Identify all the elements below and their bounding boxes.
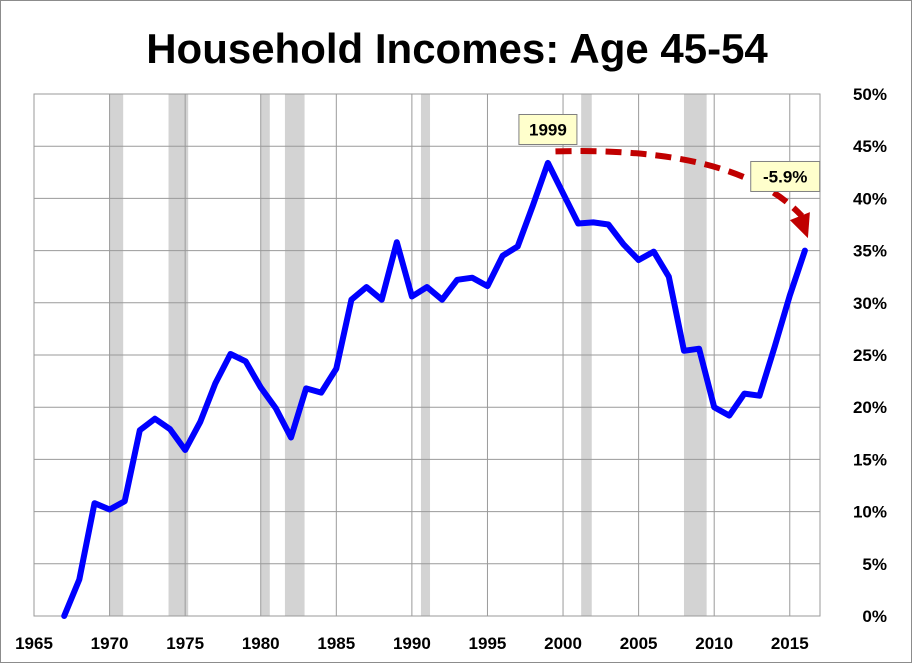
x-tick-label: 1965 [15,634,53,653]
y-tick-label: 15% [853,450,887,469]
y-tick-label: 25% [853,346,887,365]
x-tick-label: 1990 [393,634,431,653]
x-tick-label: 1980 [242,634,280,653]
callout-label: 1999 [529,120,567,139]
x-tick-label: 1985 [317,634,355,653]
trend-arrow-line [555,148,805,219]
y-tick-label: 50% [853,85,887,104]
y-tick-label: 5% [862,555,887,574]
x-tick-label: 2010 [695,634,733,653]
y-tick-label: 0% [862,607,887,626]
x-tick-label: 2000 [544,634,582,653]
trend-arrowhead [789,212,810,239]
x-tick-label: 1975 [166,634,204,653]
x-tick-label: 1995 [469,634,507,653]
callout-box [750,160,821,192]
x-tick-label: 2005 [620,634,658,653]
x-tick-label: 2015 [771,634,809,653]
callout-box [518,113,578,145]
series-line [61,159,808,619]
y-tick-label: 30% [853,294,887,313]
chart-title: Household Incomes: Age 45-54 [146,25,768,72]
y-tick-label: 35% [853,242,887,261]
y-tick-label: 45% [853,137,887,156]
y-tick-label: 20% [853,398,887,417]
y-tick-label: 10% [853,503,887,522]
plot-border [33,93,821,617]
x-tick-label: 1970 [91,634,129,653]
y-tick-label: 40% [853,189,887,208]
callout-label: -5.9% [763,167,807,186]
